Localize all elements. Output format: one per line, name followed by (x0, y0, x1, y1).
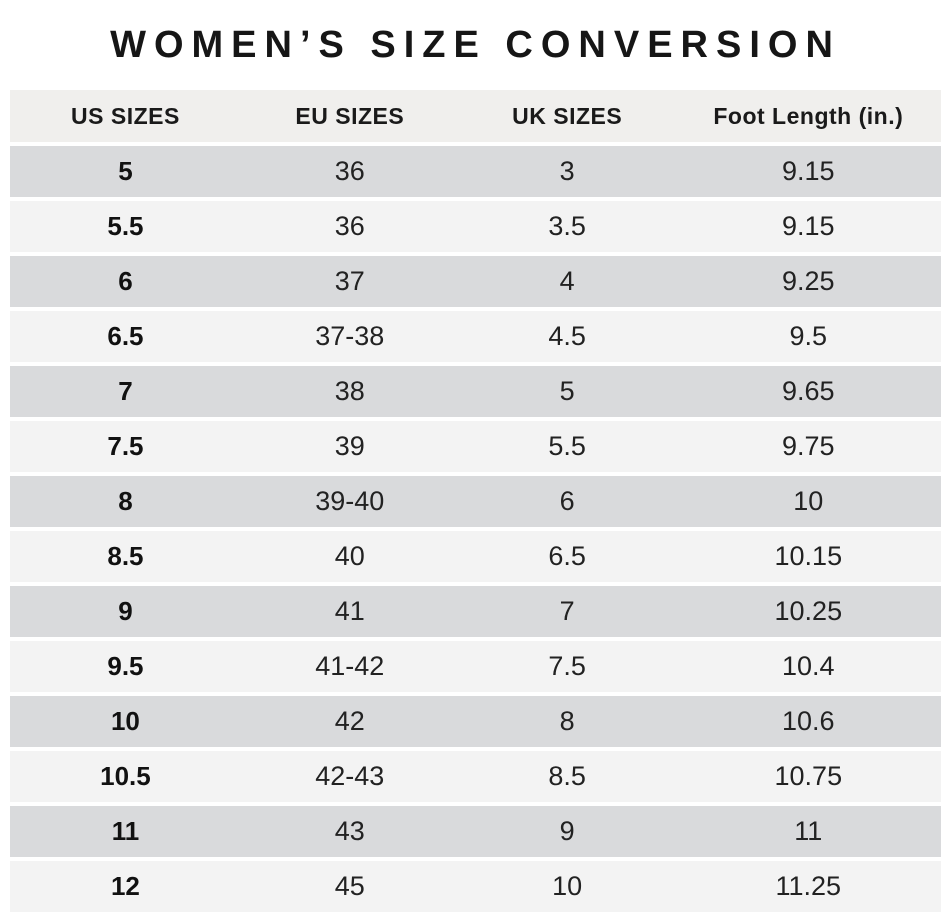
table-cell: 5 (559, 376, 575, 406)
table-cell: 11.25 (775, 871, 842, 901)
table-cell: 10.25 (774, 596, 843, 626)
table-cell: 7 (559, 596, 575, 626)
table-row: 6.5 37-38 4.5 9.5 (10, 311, 941, 362)
table-cell: 9.15 (782, 211, 835, 241)
table-cell: 40 (334, 541, 365, 571)
table-row: 5.5 36 3.5 9.15 (10, 201, 941, 252)
table-cell: 39 (334, 431, 365, 461)
us-size-cell: 8.5 (107, 541, 144, 571)
table-cell: 41 (334, 596, 365, 626)
column-header-eu-sizes: EU SIZES (295, 102, 405, 129)
table-row: 6 37 4 9.25 (10, 256, 941, 307)
table-cell: 10.4 (782, 651, 835, 681)
us-size-cell: 5.5 (107, 211, 144, 241)
table-row: 12 45 10 11.25 (10, 861, 941, 912)
table-cell: 43 (334, 816, 365, 846)
table-cell: 10 (793, 486, 824, 516)
table-cell: 5.5 (548, 431, 586, 461)
table-cell: 10.15 (774, 541, 843, 571)
table-row: 9 41 7 10.25 (10, 586, 941, 637)
table-cell: 42-43 (315, 761, 385, 791)
us-size-cell: 11 (111, 816, 140, 846)
table-row: 7 38 5 9.65 (10, 366, 941, 417)
us-size-cell: 6 (118, 266, 133, 296)
table-cell: 6.5 (548, 541, 586, 571)
column-header-foot-length-in: Foot Length (in.) (713, 102, 904, 129)
size-conversion-table: US SIZES EU SIZES UK SIZES Foot Length (in.… (10, 90, 941, 912)
us-size-cell: 7.5 (107, 431, 144, 461)
table-cell: 9 (559, 816, 575, 846)
us-size-cell: 8 (118, 486, 133, 516)
table-cell: 37-38 (315, 321, 385, 351)
table-cell: 8 (559, 706, 575, 736)
table-cell: 8.5 (548, 761, 586, 791)
table-cell: 36 (334, 156, 365, 186)
table-cell: 9.25 (782, 266, 835, 296)
table-cell: 10.75 (774, 761, 843, 791)
table-cell: 37 (334, 266, 365, 296)
column-header-uk-sizes: UK SIZES (512, 102, 623, 129)
table-row: 10 42 8 10.6 (10, 696, 941, 747)
table-row: 11 43 9 11 (10, 806, 941, 857)
table-cell: 7.5 (548, 651, 586, 681)
us-size-cell: 7 (118, 376, 133, 406)
table-cell: 9.65 (782, 376, 835, 406)
table-cell: 10 (552, 871, 583, 901)
table-cell: 11 (794, 816, 823, 846)
table-cell: 10.6 (782, 706, 835, 736)
us-size-cell: 9.5 (107, 651, 144, 681)
us-size-cell: 5 (118, 156, 133, 186)
us-size-cell: 9 (118, 596, 133, 626)
table-cell: 3 (559, 156, 575, 186)
table-cell: 36 (334, 211, 365, 241)
table-cell: 41-42 (315, 651, 385, 681)
us-size-cell: 12 (110, 871, 140, 901)
table-header-row: US SIZES EU SIZES UK SIZES Foot Length (in.… (10, 90, 941, 142)
table-row: 9.5 41-42 7.5 10.4 (10, 641, 941, 692)
table-row: 7.5 39 5.5 9.75 (10, 421, 941, 472)
table-row: 8 39-40 6 10 (10, 476, 941, 527)
table-cell: 9.75 (782, 431, 835, 461)
column-header-us-sizes: US SIZES (71, 102, 180, 129)
table-cell: 4 (559, 266, 575, 296)
table-cell: 6 (559, 486, 575, 516)
table-cell: 42 (334, 706, 365, 736)
table-cell: 9.15 (782, 156, 835, 186)
table-cell: 45 (334, 871, 365, 901)
us-size-cell: 6.5 (107, 321, 144, 351)
us-size-cell: 10 (110, 706, 140, 736)
table-body: 5 36 3 9.15 5.5 36 3.5 9.15 6 37 4 9.25 6.5 37-38 4.5 9… (10, 146, 941, 912)
us-size-cell: 10.5 (100, 761, 151, 791)
table-cell: 3.5 (548, 211, 586, 241)
table-row: 8.5 40 6.5 10.15 (10, 531, 941, 582)
table-cell: 39-40 (315, 486, 385, 516)
page-title: WOMEN’S SIZE CONVERSION (110, 24, 841, 66)
table-cell: 4.5 (548, 321, 586, 351)
table-row: 5 36 3 9.15 (10, 146, 941, 197)
table-cell: 9.5 (789, 321, 828, 351)
table-cell: 38 (334, 376, 365, 406)
table-row: 10.5 42-43 8.5 10.75 (10, 751, 941, 802)
